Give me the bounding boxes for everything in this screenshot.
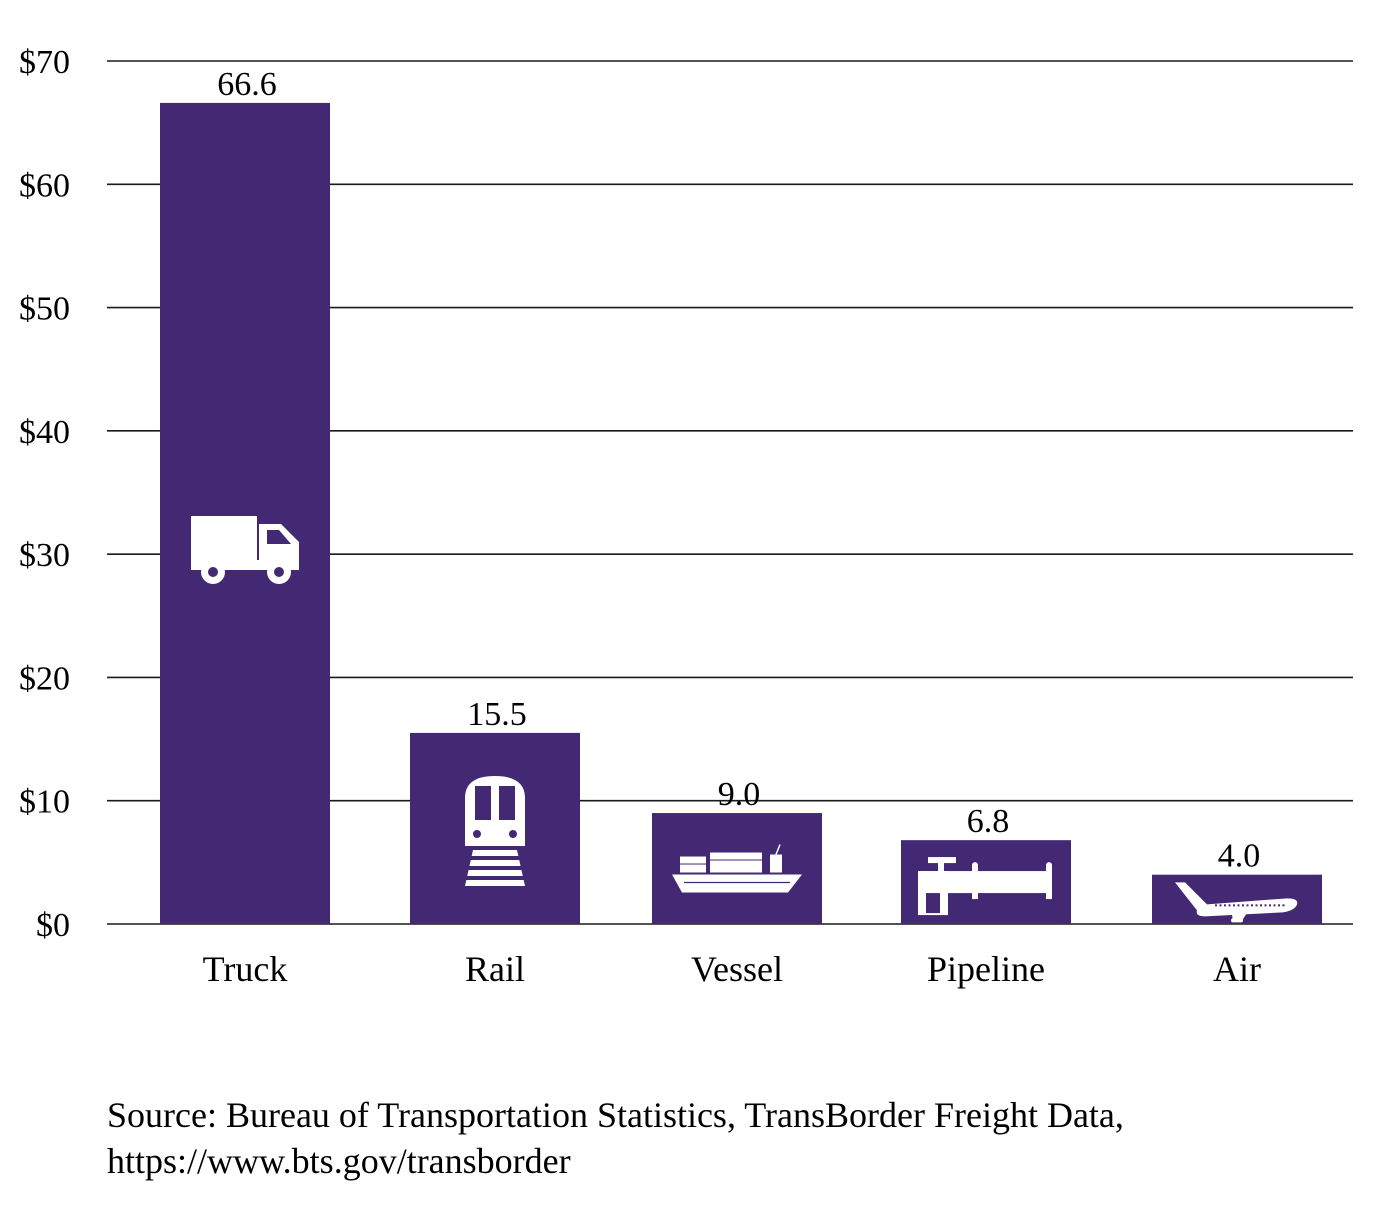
data-labels: 66.6 15.5 9.0 6.8 4.0: [217, 66, 1260, 875]
airplane-icon: [1175, 882, 1298, 923]
y-tick-label: $20: [19, 660, 70, 697]
x-tick-label: Air: [1213, 949, 1261, 989]
y-tick-label: $60: [19, 167, 70, 204]
x-tick-label: Rail: [465, 949, 525, 989]
train-icon: [463, 776, 527, 886]
x-axis-category-labels: Truck Rail Vessel Pipeline Air: [203, 949, 1261, 989]
bar-chart: $0 $10 $20 $30 $40 $50 $60 $70 66.6 15.5 9.0 6.8 4.…: [19, 44, 1353, 989]
y-tick-label: $30: [19, 537, 70, 574]
x-tick-label: Truck: [203, 949, 288, 989]
source-line-2: https://www.bts.gov/transborder: [107, 1141, 571, 1181]
y-tick-label: $50: [19, 291, 70, 328]
data-label: 6.8: [967, 803, 1010, 840]
y-axis-tick-labels: $0 $10 $20 $30 $40 $50 $60 $70: [19, 44, 70, 944]
truck-icon: [191, 516, 299, 584]
pipeline-icon: [918, 857, 1052, 916]
x-tick-label: Vessel: [691, 949, 783, 989]
data-label: 66.6: [217, 66, 277, 103]
data-label: 4.0: [1218, 838, 1261, 875]
x-tick-label: Pipeline: [927, 949, 1045, 989]
data-label: 9.0: [718, 776, 761, 813]
y-tick-label: $70: [19, 44, 70, 81]
y-tick-label: $10: [19, 784, 70, 821]
bar: [160, 102, 330, 925]
data-label: 15.5: [467, 696, 527, 733]
source-note: Source: Bureau of Transportation Statist…: [107, 1092, 1327, 1184]
bar-icons: [191, 516, 1298, 923]
source-line-1: Source: Bureau of Transportation Statist…: [107, 1095, 1124, 1135]
ship-icon: [672, 844, 802, 893]
y-tick-label: $40: [19, 414, 70, 451]
y-tick-label: $0: [36, 907, 70, 944]
